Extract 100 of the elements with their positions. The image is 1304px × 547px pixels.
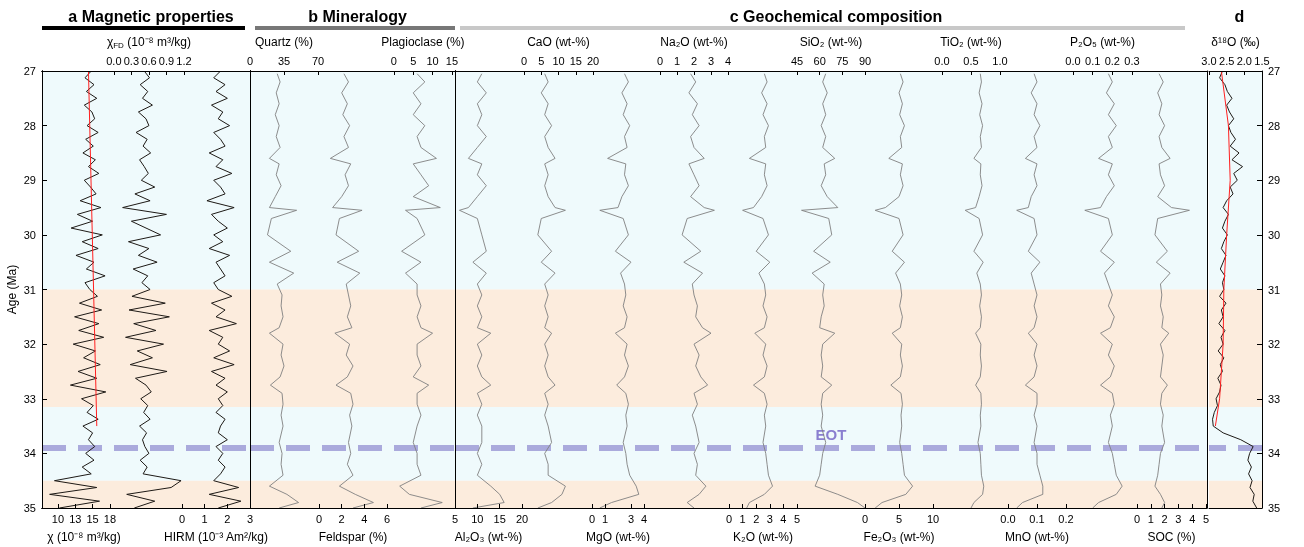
x-axis-title: Al₂O₃ (wt-%) (454, 530, 523, 544)
y-tick-label: 30 (1268, 228, 1281, 241)
x-tick-label: 0 (588, 512, 596, 525)
x-tick-label: 13 (69, 512, 82, 525)
x-tick-label: 0 (520, 54, 528, 67)
x-tick-label: 15 (86, 512, 99, 525)
x-tick-label: 3.0 (1201, 54, 1217, 67)
x-tick-label: 3 (1175, 512, 1182, 525)
x-axis-title: CaO (wt-%) (527, 35, 590, 49)
x-axis-title: Plagioclase (%) (381, 35, 465, 49)
y-tick-label: 35 (1268, 502, 1281, 514)
chart-title: a Magnetic properties (68, 7, 234, 25)
x-tick-label: 1 (601, 512, 609, 525)
x-tick-label: 0.0 (1065, 54, 1081, 67)
chart-title: c Geochemical composition (729, 7, 943, 25)
x-tick-label: 5 (538, 54, 545, 67)
y-tick-label: 31 (23, 283, 36, 296)
y-tick-label: 34 (1268, 447, 1281, 460)
x-axis-title: P₂O₅ (wt-%) (1070, 35, 1135, 49)
x-tick-label: 15 (445, 54, 459, 67)
x-tick-label: 75 (836, 54, 849, 67)
x-axis-title: Quartz (%) (255, 35, 314, 49)
x-tick-label: 4 (640, 512, 648, 525)
x-tick-label: 0 (656, 54, 664, 67)
x-tick-label: 3 (707, 54, 715, 67)
x-tick-label: 18 (103, 512, 117, 525)
x-tick-label: 70 (311, 54, 325, 67)
x-tick-label: 4 (1189, 512, 1196, 525)
x-axis-title: δ¹⁸O (‰) (1211, 35, 1260, 49)
y-axis-title: Age (Ma) (5, 264, 19, 315)
x-tick-label: 0.0 (934, 54, 950, 67)
x-tick-label: 1.0 (992, 54, 1008, 67)
y-tick-label: 29 (23, 174, 36, 187)
x-tick-label: 5 (793, 512, 801, 525)
x-tick-label: 0.3 (1124, 54, 1140, 67)
y-tick-label: 32 (23, 338, 36, 351)
y-tick-label: 27 (23, 65, 36, 77)
y-tick-label: 27 (1268, 65, 1281, 77)
x-tick-label: 4 (361, 512, 368, 525)
x-axis-title: Fe₂O₃ (wt-%) (863, 530, 935, 544)
x-tick-label: 0.1 (1029, 512, 1045, 525)
x-axis-title: SiO₂ (wt-%) (799, 35, 863, 49)
x-tick-label: 2 (1161, 512, 1168, 525)
line-series (1214, 70, 1231, 427)
x-axis-title: MnO (wt-%) (1005, 530, 1069, 544)
x-tick-label: 5 (410, 54, 417, 67)
x-tick-label: 1.2 (176, 54, 192, 67)
x-tick-label: 15 (493, 512, 506, 525)
x-tick-label: 0.0 (106, 54, 122, 67)
x-tick-label: 1 (1147, 512, 1154, 525)
x-tick-label: 0 (315, 512, 323, 525)
x-axis-title: TiO₂ (wt-%) (940, 35, 1002, 49)
y-tick-label: 30 (23, 228, 36, 241)
x-tick-label: 0.9 (158, 54, 175, 67)
x-tick-label: 2 (690, 54, 698, 67)
y-tick-label: 29 (1268, 174, 1281, 187)
x-tick-label: 0 (1133, 512, 1141, 525)
x-tick-label: 0.2 (1104, 54, 1120, 67)
x-tick-label: 20 (586, 54, 600, 67)
x-tick-label: 0.5 (963, 54, 979, 67)
x-tick-label: 60 (813, 54, 826, 67)
y-tick-label: 32 (1268, 338, 1281, 351)
x-tick-label: 0 (725, 512, 733, 525)
x-tick-label: 1 (673, 54, 681, 67)
x-tick-label: 0 (861, 512, 869, 525)
x-tick-label: 5 (895, 512, 903, 525)
x-tick-label: 1.5 (1254, 54, 1270, 67)
x-axis-title: χ (10⁻⁸ m³/kg) (47, 530, 121, 544)
x-tick-label: 35 (277, 54, 291, 67)
y-tick-label: 28 (1268, 119, 1281, 132)
x-tick-label: 10 (471, 512, 484, 525)
y-tick-label: 31 (1268, 283, 1281, 296)
x-axis-title: K₂O (wt-%) (733, 530, 793, 544)
chart-title: b Mineralogy (308, 7, 407, 25)
x-tick-label: 10 (51, 512, 65, 525)
x-tick-label: 5 (451, 512, 459, 525)
x-tick-label: 2 (224, 512, 231, 525)
x-axis-title: SOC (%) (1147, 530, 1196, 544)
x-tick-label: 2.0 (1236, 54, 1252, 67)
x-tick-label: 6 (383, 512, 391, 525)
x-tick-label: 0.2 (1058, 512, 1074, 525)
x-tick-label: 90 (858, 54, 872, 67)
x-axis-title: Na₂O (wt-%) (660, 35, 728, 49)
x-tick-label: 20 (515, 512, 529, 525)
x-tick-label: 1 (739, 512, 746, 525)
x-tick-label: 3 (766, 512, 773, 525)
y-tick-label: 35 (23, 502, 36, 514)
x-tick-label: 2.5 (1219, 54, 1235, 67)
x-tick-label: 3 (246, 512, 254, 525)
x-tick-label: 0 (246, 54, 254, 67)
x-tick-label: 1 (201, 512, 208, 525)
y-tick-label: 34 (23, 447, 36, 460)
x-tick-label: 3 (627, 512, 635, 525)
x-tick-label: 15 (569, 54, 582, 67)
x-tick-label: 0 (390, 54, 397, 67)
x-tick-label: 0.0 (1000, 512, 1016, 525)
x-tick-label: 0.6 (141, 54, 157, 67)
x-axis-title: Feldspar (%) (318, 530, 388, 544)
x-tick-label: 2 (753, 512, 760, 525)
ref-line-label: EOT (815, 425, 847, 443)
